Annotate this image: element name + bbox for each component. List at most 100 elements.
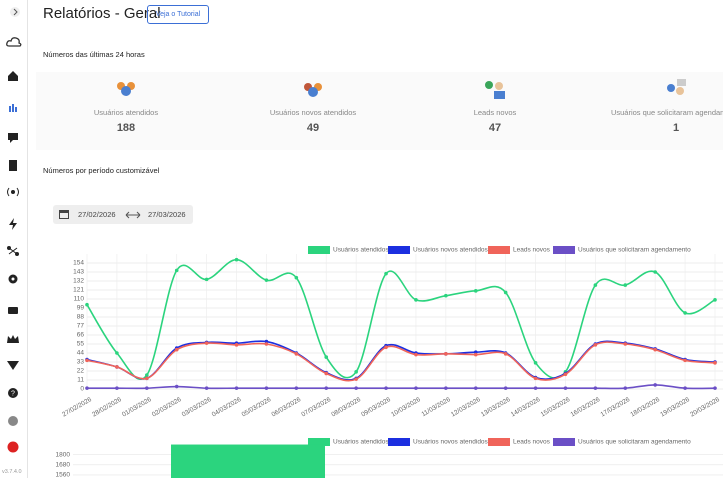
series-line — [86, 341, 716, 382]
data-point — [713, 298, 717, 302]
data-point — [354, 386, 358, 390]
nav-reports[interactable] — [6, 101, 20, 113]
legend-label: Leads novos — [513, 439, 551, 446]
section-title: Números por período customizável — [43, 166, 160, 175]
x-tick-label: 07/03/2026 — [300, 396, 332, 419]
version: v3.7.4.0 — [2, 469, 22, 475]
data-point — [653, 383, 657, 387]
date-end: 27/03/2026 — [148, 210, 186, 219]
nav-rank[interactable] — [6, 359, 20, 371]
data-point — [294, 386, 299, 390]
y-tick-label: 0 — [80, 386, 84, 393]
y-tick-label: 132 — [73, 278, 84, 285]
nav-broadcast[interactable] — [6, 186, 20, 198]
x-tick-label: 01/03/2026 — [121, 396, 153, 419]
card-value: 1 — [672, 122, 680, 134]
data-point — [145, 376, 149, 381]
data-point — [683, 311, 687, 315]
data-point — [473, 386, 478, 390]
data-point — [473, 352, 478, 357]
data-point — [294, 275, 299, 280]
tutorial-button[interactable]: Veja o Tutorial — [147, 5, 209, 24]
nav-chat[interactable] — [6, 131, 20, 143]
y-tick-label: 33 — [77, 359, 85, 366]
legend-label: Usuários que solicitaram agendamento — [578, 247, 691, 254]
x-tick-label: 17/03/2026 — [599, 396, 631, 419]
data-point — [294, 352, 299, 356]
section-title: Números das últimas 24 horas — [43, 50, 145, 59]
data-point — [623, 386, 628, 390]
sidebar: ? v3.7.4.0 — [0, 0, 28, 478]
svg-text:?: ? — [11, 390, 15, 397]
series-line — [87, 384, 716, 390]
legend-label: Usuários novos atendidos — [413, 439, 489, 446]
data-point — [324, 386, 329, 390]
x-tick-label: 06/03/2026 — [271, 396, 303, 419]
y-tick-label: 121 — [73, 287, 84, 294]
x-tick-label: 18/03/2026 — [629, 396, 661, 419]
x-tick-label: 04/03/2026 — [211, 396, 243, 419]
data-point — [85, 358, 89, 363]
x-tick-label: 27/02/2026 — [61, 396, 93, 419]
legend-swatch — [553, 246, 575, 254]
y-tick-label: 143 — [73, 269, 84, 276]
data-point — [354, 370, 358, 374]
legend-swatch — [388, 246, 410, 254]
card-label: Usuários que solicitaram agendamento — [610, 108, 723, 117]
data-point — [264, 278, 269, 282]
y-tick-label: 44 — [77, 350, 85, 357]
data-point — [503, 352, 508, 356]
x-tick-label: 10/03/2026 — [390, 396, 422, 419]
stats-cards: Usuários atendidos 188 Usuários novos ate… — [36, 72, 723, 150]
data-point — [384, 345, 388, 350]
data-point — [264, 386, 269, 390]
date-range-picker[interactable]: 27/02/2026 27/03/2026 — [53, 205, 193, 224]
nav-help[interactable]: ? — [6, 387, 20, 399]
card-icon — [304, 83, 322, 97]
card-icon — [117, 82, 135, 96]
data-point — [324, 371, 329, 376]
y-tick-label: 1800 — [56, 451, 71, 458]
card-value: 188 — [116, 122, 136, 134]
nav-settings[interactable] — [6, 273, 20, 285]
nav-messages[interactable] — [6, 305, 20, 317]
data-point — [713, 386, 717, 390]
nav-flash[interactable] — [6, 218, 20, 230]
collapse-button[interactable] — [7, 6, 23, 18]
data-point — [204, 341, 209, 345]
data-point — [623, 283, 628, 287]
date-start: 27/02/2026 — [78, 210, 116, 219]
data-point — [174, 347, 179, 352]
data-point — [623, 342, 628, 346]
legend-swatch — [488, 246, 510, 254]
nav-contacts[interactable] — [6, 159, 20, 171]
data-point — [713, 361, 717, 365]
data-point — [174, 268, 179, 273]
nav-mascot[interactable] — [6, 415, 20, 427]
data-point — [174, 384, 179, 389]
nav-flow[interactable] — [6, 245, 20, 257]
data-point — [533, 361, 538, 365]
data-point — [593, 386, 598, 390]
series-line — [86, 258, 716, 380]
nav-premium[interactable] — [6, 333, 20, 345]
data-point — [234, 257, 239, 262]
nav-home[interactable] — [6, 70, 20, 82]
y-tick-label: 88 — [77, 314, 85, 321]
nav-alert[interactable] — [6, 441, 20, 453]
card-value: 49 — [306, 122, 320, 134]
data-point — [324, 355, 329, 359]
data-point — [234, 386, 239, 390]
data-point — [593, 283, 598, 287]
legend-swatch — [308, 438, 330, 446]
y-tick-label: 22 — [77, 368, 85, 375]
data-point — [653, 270, 657, 274]
x-tick-label: 16/03/2026 — [570, 396, 602, 419]
x-tick-label: 15/03/2026 — [540, 396, 572, 419]
y-tick-label: 55 — [77, 341, 85, 348]
legend-swatch — [553, 438, 575, 446]
y-tick-label: 1560 — [56, 472, 71, 478]
x-tick-label: 28/02/2026 — [91, 396, 123, 419]
x-tick-label: 20/03/2026 — [689, 396, 721, 419]
x-tick-label: 12/03/2026 — [450, 396, 482, 419]
